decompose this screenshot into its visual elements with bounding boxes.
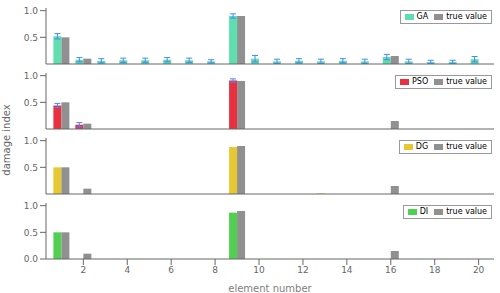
svg-text:0.5: 0.5 [24, 33, 38, 43]
svg-text:6: 6 [168, 265, 174, 275]
svg-text:20: 20 [473, 265, 485, 275]
html-text:DI: DI [419, 207, 429, 216]
svg-text:12: 12 [297, 265, 308, 275]
svg-text:1.0: 1.0 [24, 6, 39, 16]
svg-text:0.5: 0.5 [24, 98, 38, 108]
html-text:GA: GA [416, 12, 429, 21]
svg-text:1.0: 1.0 [24, 136, 39, 146]
html-text:true value: true value [446, 77, 487, 86]
html-text:DG: DG [415, 142, 429, 151]
html-text:true value: true value [446, 12, 487, 21]
svg-text:0.5: 0.5 [24, 228, 38, 238]
svg-text:14: 14 [341, 265, 353, 275]
svg-text:10: 10 [253, 265, 265, 275]
svg-text:2: 2 [80, 265, 86, 275]
svg-text:8: 8 [212, 265, 218, 275]
svg-text:16: 16 [385, 265, 397, 275]
html-text:true value: true value [446, 207, 487, 216]
svg-text:4: 4 [124, 265, 130, 275]
html-text:PSO: PSO [412, 77, 429, 86]
svg-text:0.5: 0.5 [24, 163, 38, 173]
svg-text:1.0: 1.0 [24, 201, 39, 211]
svg-text:damage index: damage index [8, 104, 12, 175]
svg-text:18: 18 [429, 265, 441, 275]
html-text:true value: true value [446, 142, 487, 151]
svg-text:0.0: 0.0 [24, 254, 39, 264]
svg-text:element number: element number [228, 283, 312, 292]
svg-text:1.0: 1.0 [24, 71, 39, 81]
